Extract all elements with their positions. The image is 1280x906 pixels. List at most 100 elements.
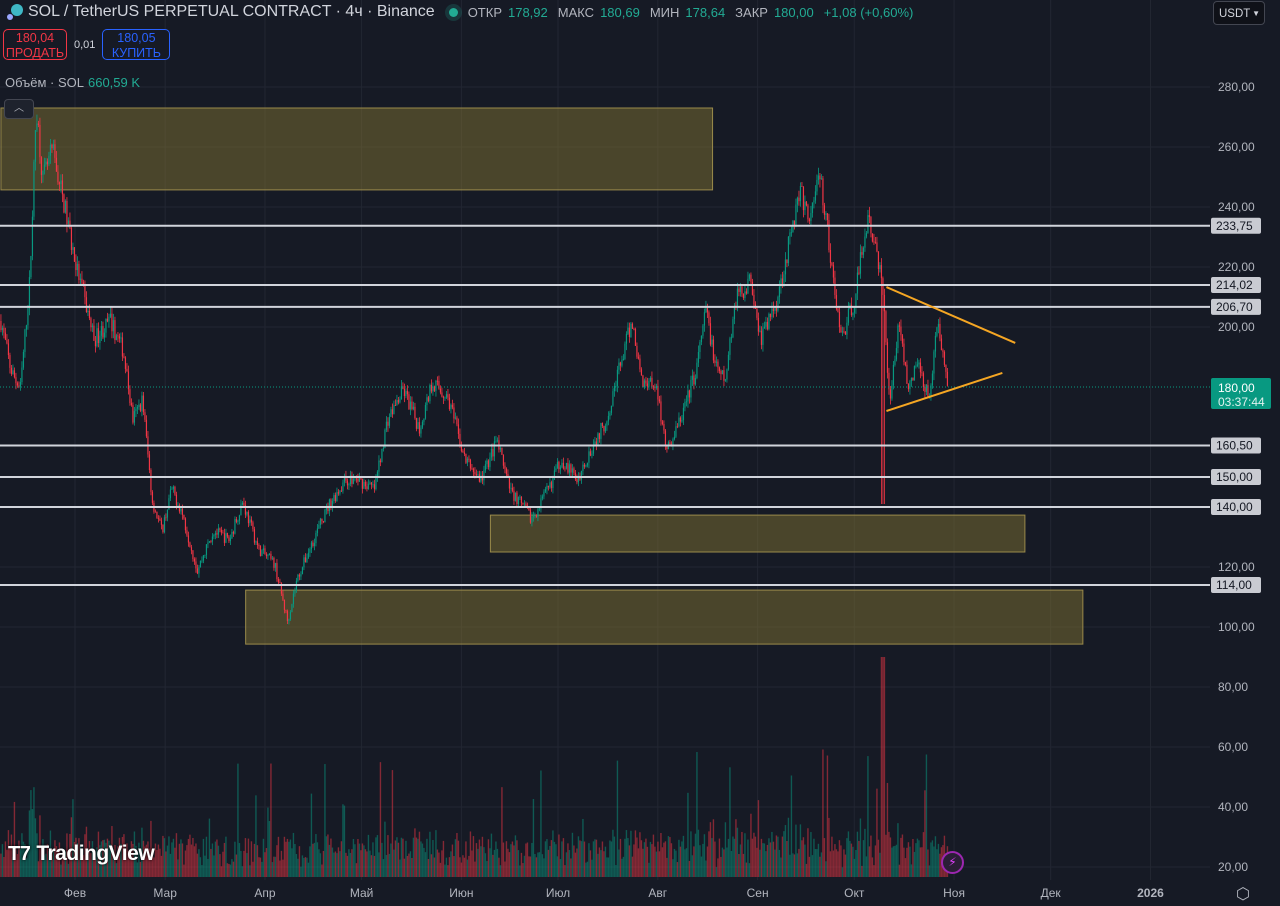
- volume-bar: [504, 861, 506, 877]
- volume-bar: [324, 764, 326, 877]
- volume-bar: [439, 862, 442, 877]
- volume-bar: [36, 833, 38, 877]
- candle-body: [160, 520, 163, 525]
- candle-body: [378, 460, 380, 472]
- volume-bar: [552, 830, 554, 877]
- candle-body: [694, 377, 697, 385]
- volume-legend[interactable]: Объём · SOL 660,59 K: [5, 75, 140, 90]
- candle-body: [495, 440, 497, 442]
- open-label: ОТКР: [467, 4, 502, 20]
- symbol-title[interactable]: SOL / TetherUS PERPETUAL CONTRACT · 4ч ·…: [28, 3, 435, 20]
- volume-bar: [18, 840, 20, 877]
- volume-bar: [174, 847, 176, 877]
- volume-bar: [630, 830, 632, 877]
- candles: [0, 114, 949, 625]
- sell-button[interactable]: 180,04 ПРОДАТЬ: [3, 29, 67, 60]
- lightning-icon[interactable]: ⚡: [941, 851, 964, 874]
- candle-body: [922, 373, 925, 388]
- volume-bar: [735, 819, 737, 877]
- horizontal-levels[interactable]: [0, 224, 1210, 586]
- candle-body: [187, 535, 190, 543]
- candle-body: [601, 422, 604, 427]
- candle-body: [292, 593, 295, 605]
- candle-body: [432, 386, 434, 392]
- volume-bar: [211, 843, 214, 877]
- candle-body: [229, 538, 232, 542]
- candle-body: [931, 373, 934, 386]
- volume-bar: [321, 864, 323, 877]
- candle-body: [226, 533, 229, 537]
- volume-bar: [204, 855, 206, 877]
- candle-body: [637, 356, 640, 359]
- candle-body: [624, 343, 626, 359]
- volume-bar: [937, 843, 940, 877]
- volume-bar: [870, 835, 872, 877]
- tradingview-logo[interactable]: T7 TradingView: [8, 842, 155, 866]
- volume-bar: [543, 858, 545, 877]
- volume-bar: [841, 867, 844, 877]
- candle-body: [213, 535, 215, 537]
- candle-body: [616, 369, 619, 386]
- time-axis[interactable]: Фев Мар Апр Май Июн Июл Авг Сен Окт Ноя Дек 2026: [64, 886, 1164, 900]
- candle-body: [286, 610, 289, 622]
- volume-bar: [891, 847, 893, 877]
- volume-bar: [228, 863, 230, 877]
- volume-bar: [498, 857, 500, 877]
- candle-body: [516, 492, 518, 504]
- price-axis[interactable]: 280,00 260,00 240,00 220,00 200,00 120,00 100,…: [1211, 80, 1271, 874]
- candle-body: [387, 421, 389, 426]
- volume-bar: [798, 848, 800, 877]
- candle-body: [253, 529, 256, 543]
- volume-bar: [444, 864, 446, 877]
- candle-body: [894, 359, 896, 365]
- volume-bar: [331, 847, 334, 877]
- candle-body: [324, 509, 326, 523]
- level-price-label: 114,00: [1216, 578, 1252, 592]
- candle-body: [592, 444, 595, 454]
- candle-body: [529, 510, 532, 523]
- volume-bar: [883, 657, 886, 877]
- candle-body: [7, 343, 10, 356]
- volume-bar: [267, 807, 269, 877]
- triangle-trendlines[interactable]: [886, 286, 1016, 412]
- volume-bar: [811, 855, 814, 877]
- candle-body: [439, 388, 442, 393]
- candle-body: [813, 200, 815, 203]
- candle-body: [70, 227, 73, 250]
- volume-bar: [538, 852, 541, 877]
- volume-bar: [126, 843, 128, 877]
- candle-body: [340, 490, 343, 492]
- volume-bar: [213, 855, 215, 877]
- candle-body: [816, 179, 818, 192]
- volume-bar: [183, 864, 185, 877]
- buy-button[interactable]: 180,05 КУПИТЬ: [102, 29, 171, 60]
- currency-select[interactable]: USDT ▼: [1213, 1, 1265, 25]
- volume-bar: [144, 846, 146, 877]
- volume-bar: [936, 849, 938, 877]
- collapse-legend-button[interactable]: ︿: [4, 99, 34, 119]
- volume-bar: [934, 836, 937, 877]
- volume-bar: [67, 863, 70, 877]
- volume-bar: [657, 841, 659, 877]
- candle-body: [255, 541, 257, 543]
- volume-bar: [424, 852, 427, 877]
- volume-bar: [741, 831, 743, 877]
- candle-body: [622, 358, 625, 360]
- candle-body: [423, 418, 425, 422]
- volume-bar: [535, 857, 538, 877]
- volume-bar: [436, 849, 439, 877]
- zones: [0, 107, 1084, 645]
- candle-body: [811, 202, 814, 213]
- candle-body: [699, 342, 701, 352]
- candle-body: [867, 215, 869, 234]
- volume-bar: [691, 855, 694, 877]
- settings-gear-icon[interactable]: ⬡: [1236, 886, 1250, 903]
- volume-bar: [531, 842, 533, 877]
- candle-body: [772, 308, 775, 312]
- candle-body: [31, 216, 34, 256]
- volume-bar: [807, 828, 809, 877]
- volume-bar: [652, 834, 655, 877]
- volume-bar: [876, 788, 878, 877]
